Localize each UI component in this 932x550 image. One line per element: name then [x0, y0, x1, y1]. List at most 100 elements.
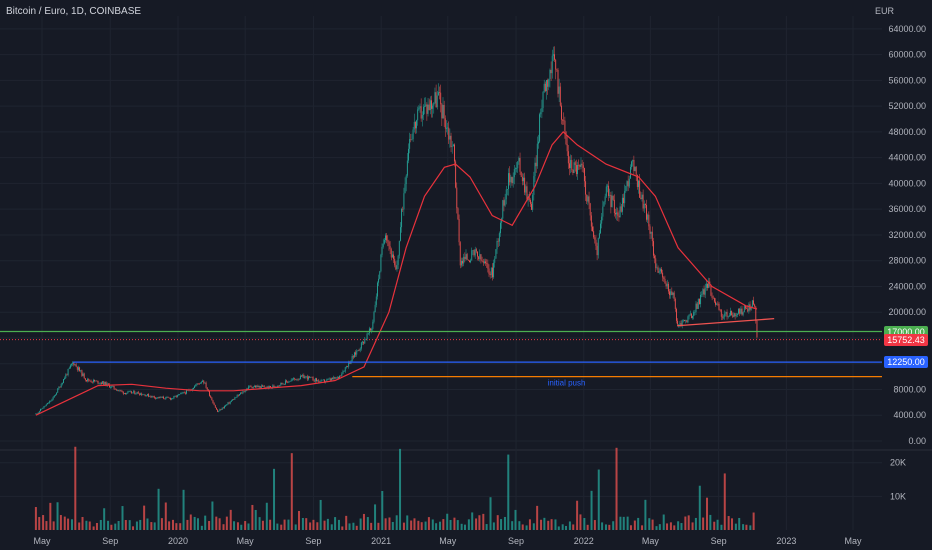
candle-body: [395, 265, 397, 270]
volume-bar: [410, 520, 413, 530]
volume-bar: [698, 485, 701, 530]
y-tick-label: 60000.00: [888, 50, 926, 60]
candle-body: [58, 387, 60, 389]
candle-body: [609, 194, 611, 196]
y-tick-label: 0.00: [908, 436, 926, 446]
candle-body: [711, 295, 713, 298]
chart-title: Bitcoin / Euro, 1D, COINBASE: [6, 6, 142, 17]
volume-bar: [702, 517, 705, 530]
candle-body: [510, 176, 512, 183]
volume-bar: [550, 519, 553, 530]
candle-body: [608, 185, 610, 196]
candle-body: [718, 303, 720, 310]
volume-bar: [662, 514, 665, 530]
candle-body: [181, 392, 183, 394]
volume-bar: [229, 509, 232, 530]
candle-body: [365, 339, 367, 340]
candle-body: [411, 139, 413, 140]
candle-body: [537, 141, 539, 144]
candle-body: [242, 391, 244, 394]
candle-body: [64, 378, 66, 380]
candle-body: [296, 379, 298, 381]
candle-body: [715, 301, 716, 305]
candle-body: [688, 314, 690, 317]
candle-body: [301, 375, 302, 377]
candle-body: [143, 394, 145, 396]
candle-body: [160, 396, 162, 398]
candle-body: [750, 306, 752, 310]
volume-bar: [453, 517, 456, 530]
candle-body: [299, 375, 301, 380]
candle-body: [151, 395, 153, 398]
volume-bar: [341, 526, 344, 530]
volume-bar: [280, 524, 283, 530]
candle-body: [356, 350, 358, 355]
volume-bar: [608, 524, 611, 530]
candle-body: [236, 395, 238, 398]
candle-body: [133, 391, 135, 393]
volume-bar: [687, 515, 690, 530]
x-tick-label: May: [439, 536, 457, 546]
candle-body: [118, 390, 120, 391]
candle-body: [505, 189, 507, 200]
volume-bar: [208, 520, 211, 530]
candle-body: [541, 108, 543, 113]
volume-bar: [723, 473, 726, 530]
candle-body: [593, 231, 595, 238]
volume-bar: [157, 488, 160, 530]
candle-body: [451, 146, 453, 148]
candle-body: [610, 194, 612, 208]
candle-body: [311, 376, 313, 378]
candle-body: [713, 298, 715, 302]
volume-bar: [593, 520, 596, 530]
volume-bar: [467, 519, 470, 530]
volume-tick-label: 10K: [890, 491, 906, 501]
candle-body: [633, 159, 635, 172]
volume-bar: [406, 515, 409, 530]
candle-body: [238, 394, 240, 396]
volume-bar: [482, 513, 485, 530]
candle-body: [747, 308, 749, 312]
candle-body: [355, 352, 357, 355]
candle-body: [220, 409, 222, 410]
candle-body: [401, 209, 403, 228]
candle-body: [229, 401, 231, 404]
volume-bar: [691, 522, 694, 530]
volume-bar: [518, 521, 521, 530]
candle-body: [53, 395, 55, 398]
candle-body: [263, 386, 265, 388]
candle-body: [96, 380, 98, 382]
candle-body: [398, 240, 400, 256]
candle-body: [334, 377, 336, 379]
candle-body: [336, 377, 338, 378]
candle-body: [201, 382, 202, 383]
volume-bar: [143, 505, 146, 530]
candle-body: [639, 180, 641, 198]
candle-body: [554, 54, 555, 60]
volume-bar: [254, 509, 257, 530]
candle-body: [309, 376, 311, 378]
candle-body: [370, 328, 371, 331]
volume-bar: [713, 521, 716, 530]
candle-body: [740, 308, 742, 314]
volume-bar: [395, 515, 398, 530]
candle-body: [432, 105, 434, 109]
candle-body: [97, 380, 99, 384]
volume-bar: [694, 517, 697, 530]
candle-body: [163, 396, 164, 399]
candle-body: [192, 388, 194, 390]
candle-body: [225, 405, 227, 407]
candle-body: [234, 397, 236, 400]
volume-bar: [316, 522, 319, 530]
candle-body: [373, 312, 375, 322]
volume-bar: [543, 517, 546, 530]
candle-body: [71, 364, 72, 366]
candle-body: [353, 352, 355, 358]
candle-body: [264, 386, 266, 388]
candle-body: [286, 380, 288, 382]
candle-body: [640, 197, 642, 200]
candle-body: [103, 381, 105, 385]
volume-bar: [319, 499, 322, 530]
candle-body: [92, 379, 94, 383]
